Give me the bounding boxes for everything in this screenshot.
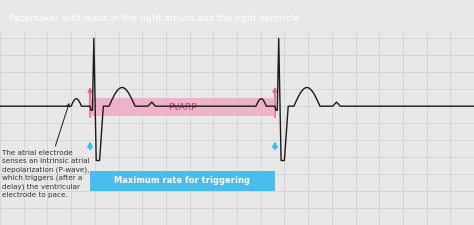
Text: Maximum rate for triggering: Maximum rate for triggering	[115, 176, 250, 185]
Bar	[90, 98, 275, 116]
Text: PVARP: PVARP	[168, 103, 197, 112]
Text: The atrial electrode
senses an intrinsic atrial
depolarization (P-wave),
which t: The atrial electrode senses an intrinsic…	[2, 150, 90, 198]
Bar	[90, 171, 275, 191]
Text: Pacemaker with leads in the right atrium and the right ventricle: Pacemaker with leads in the right atrium…	[9, 14, 300, 23]
